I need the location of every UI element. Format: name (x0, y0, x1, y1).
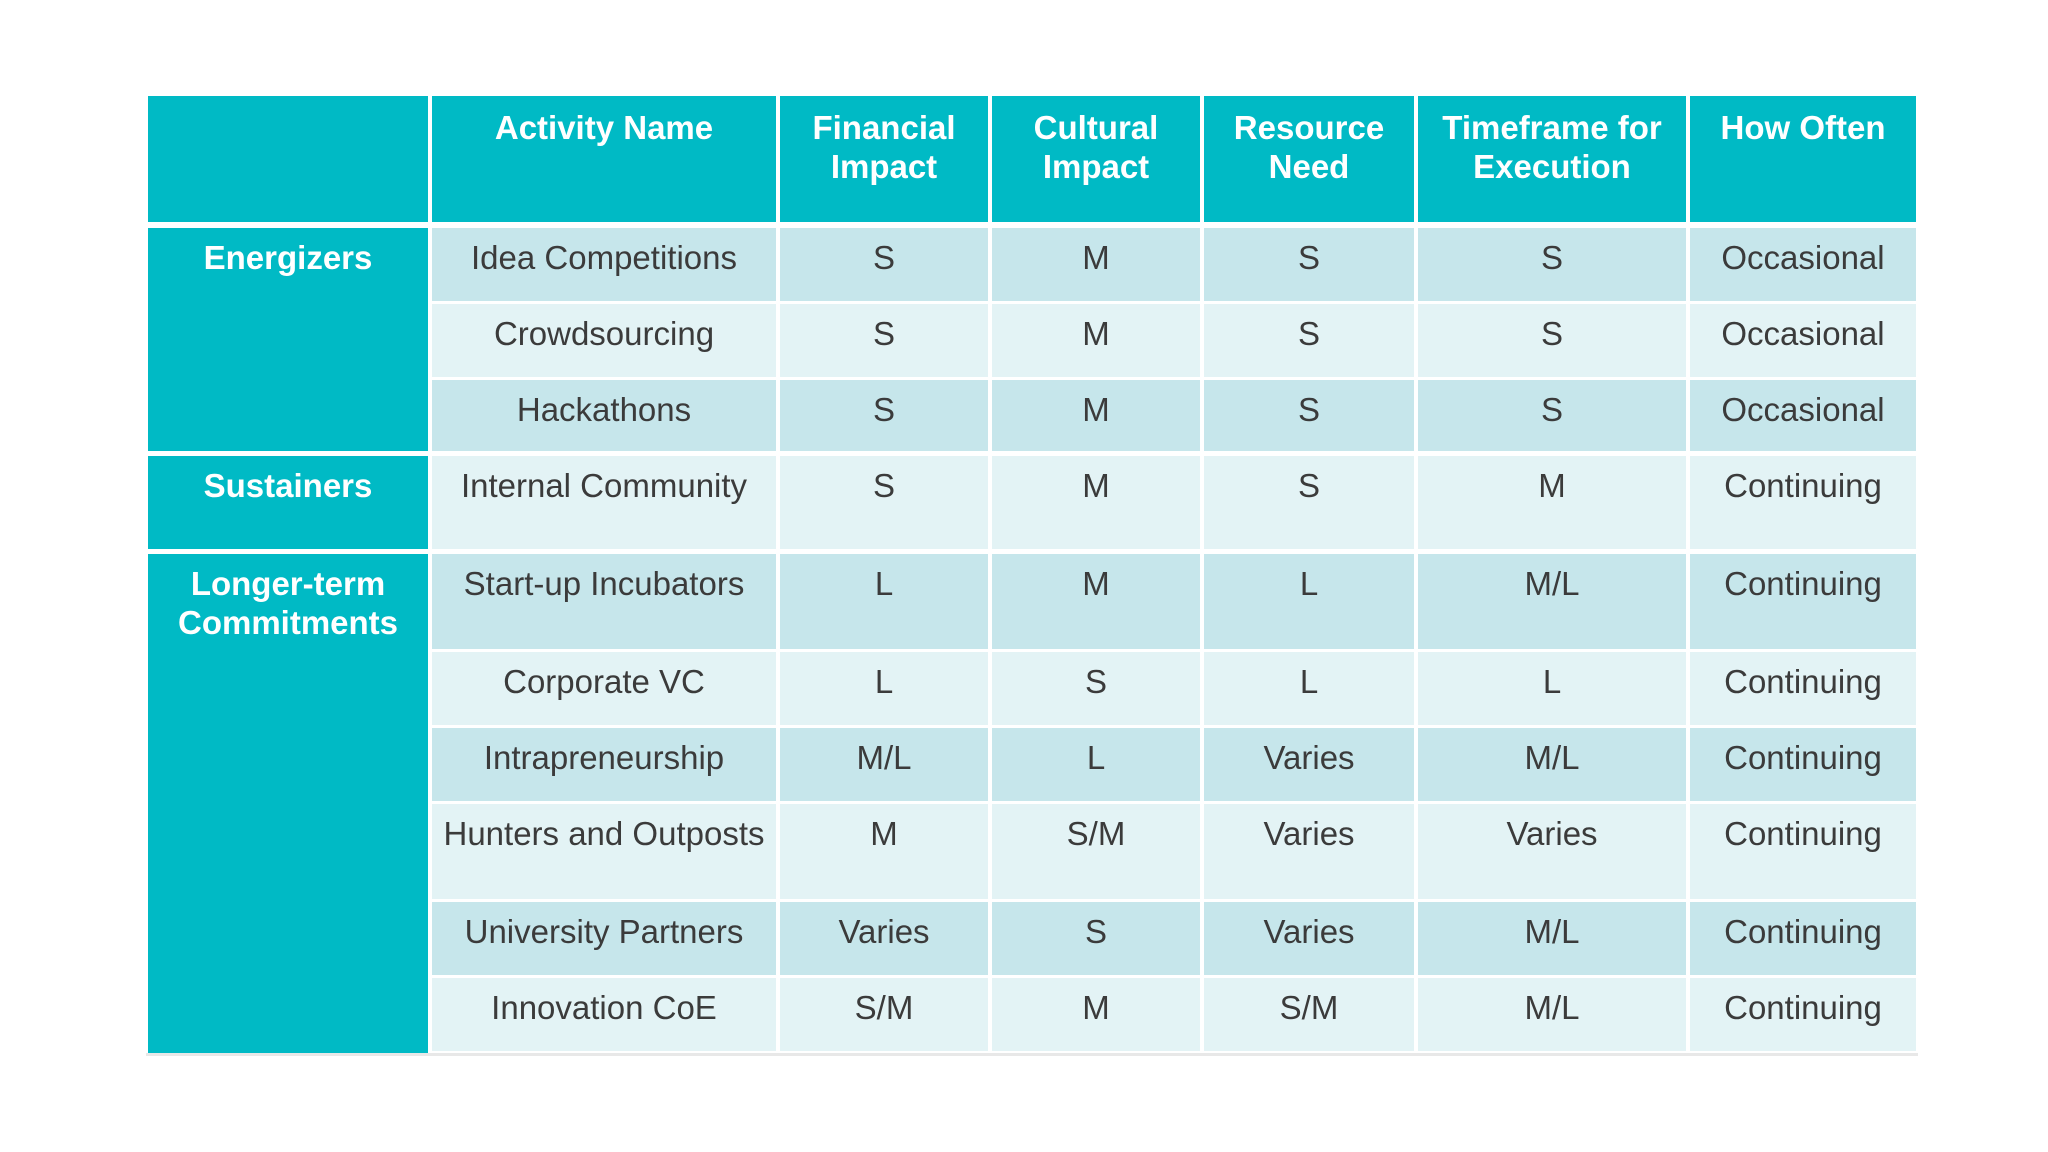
how-often-cell: Continuing (1690, 902, 1916, 978)
timeframe-cell: M/L (1418, 554, 1690, 652)
activity-name-cell: Innovation CoE (432, 978, 780, 1054)
resource-need-cell: S (1204, 380, 1418, 456)
how-often-cell: Occasional (1690, 228, 1916, 304)
header-resource-need: Resource Need (1204, 96, 1418, 228)
group-label-sustainers: Sustainers (148, 456, 432, 554)
activity-name-cell: Intrapreneurship (432, 728, 780, 804)
resource-need-cell: Varies (1204, 902, 1418, 978)
activity-name-cell: Hunters and Outposts (432, 804, 780, 902)
resource-need-cell: S/M (1204, 978, 1418, 1054)
activity-table-container: Activity Name Financial Impact Cultural … (148, 96, 1916, 1054)
timeframe-cell: M/L (1418, 728, 1690, 804)
financial-impact-cell: S (780, 228, 992, 304)
activity-name-cell: Hackathons (432, 380, 780, 456)
how-often-cell: Continuing (1690, 652, 1916, 728)
table-row: Hunters and Outposts M S/M Varies Varies… (148, 804, 1916, 902)
activity-name-cell: Internal Community (432, 456, 780, 554)
financial-impact-cell: S (780, 380, 992, 456)
cultural-impact-cell: S/M (992, 804, 1204, 902)
resource-need-cell: Varies (1204, 728, 1418, 804)
timeframe-cell: S (1418, 304, 1690, 380)
how-often-cell: Occasional (1690, 304, 1916, 380)
activity-name-cell: Corporate VC (432, 652, 780, 728)
resource-need-cell: S (1204, 228, 1418, 304)
how-often-cell: Continuing (1690, 804, 1916, 902)
financial-impact-cell: L (780, 652, 992, 728)
cultural-impact-cell: S (992, 652, 1204, 728)
table-row: Crowdsourcing S M S S Occasional (148, 304, 1916, 380)
financial-impact-cell: S/M (780, 978, 992, 1054)
cultural-impact-cell: M (992, 228, 1204, 304)
how-often-cell: Continuing (1690, 456, 1916, 554)
timeframe-cell: M (1418, 456, 1690, 554)
resource-need-cell: L (1204, 652, 1418, 728)
cultural-impact-cell: L (992, 728, 1204, 804)
header-row: Activity Name Financial Impact Cultural … (148, 96, 1916, 228)
cultural-impact-cell: S (992, 902, 1204, 978)
financial-impact-cell: Varies (780, 902, 992, 978)
timeframe-cell: S (1418, 228, 1690, 304)
table-row: Sustainers Internal Community S M S M Co… (148, 456, 1916, 554)
header-group (148, 96, 432, 228)
timeframe-cell: M/L (1418, 902, 1690, 978)
table-row: Corporate VC L S L L Continuing (148, 652, 1916, 728)
cultural-impact-cell: M (992, 380, 1204, 456)
header-financial-impact: Financial Impact (780, 96, 992, 228)
resource-need-cell: S (1204, 456, 1418, 554)
how-often-cell: Occasional (1690, 380, 1916, 456)
how-often-cell: Continuing (1690, 728, 1916, 804)
activity-name-cell: Start-up Incubators (432, 554, 780, 652)
cultural-impact-cell: M (992, 978, 1204, 1054)
table-row: University Partners Varies S Varies M/L … (148, 902, 1916, 978)
table-row: Hackathons S M S S Occasional (148, 380, 1916, 456)
how-often-cell: Continuing (1690, 554, 1916, 652)
cultural-impact-cell: M (992, 304, 1204, 380)
activity-name-cell: Crowdsourcing (432, 304, 780, 380)
table-row: Longer-term Commitments Start-up Incubat… (148, 554, 1916, 1054)
header-timeframe: Timeframe for Execution (1418, 96, 1690, 228)
financial-impact-cell: M/L (780, 728, 992, 804)
financial-impact-cell: S (780, 456, 992, 554)
resource-need-cell: Varies (1204, 804, 1418, 902)
table-row: Innovation CoE S/M M S/M M/L Continuing (148, 978, 1916, 1054)
cultural-impact-cell: M (992, 456, 1204, 554)
resource-need-cell: L (1204, 554, 1418, 652)
timeframe-cell: S (1418, 380, 1690, 456)
activity-table: Activity Name Financial Impact Cultural … (148, 96, 1916, 1054)
timeframe-cell: Varies (1418, 804, 1690, 902)
financial-impact-cell: L (780, 554, 992, 652)
cultural-impact-cell: M (992, 554, 1204, 652)
header-activity-name: Activity Name (432, 96, 780, 228)
activity-name-cell: University Partners (432, 902, 780, 978)
financial-impact-cell: S (780, 304, 992, 380)
activity-name-cell: Idea Competitions (432, 228, 780, 304)
table-row: Energizers Idea Competitions S M S S Occ… (148, 228, 1916, 456)
table-bottom-divider (146, 1053, 1918, 1056)
header-how-often: How Often (1690, 96, 1916, 228)
resource-need-cell: S (1204, 304, 1418, 380)
how-often-cell: Continuing (1690, 978, 1916, 1054)
table-row: Intrapreneurship M/L L Varies M/L Contin… (148, 728, 1916, 804)
header-cultural-impact: Cultural Impact (992, 96, 1204, 228)
timeframe-cell: M/L (1418, 978, 1690, 1054)
group-label-longer-term-commitments: Longer-term Commitments (148, 554, 432, 1054)
financial-impact-cell: M (780, 804, 992, 902)
group-label-energizers: Energizers (148, 228, 432, 456)
timeframe-cell: L (1418, 652, 1690, 728)
